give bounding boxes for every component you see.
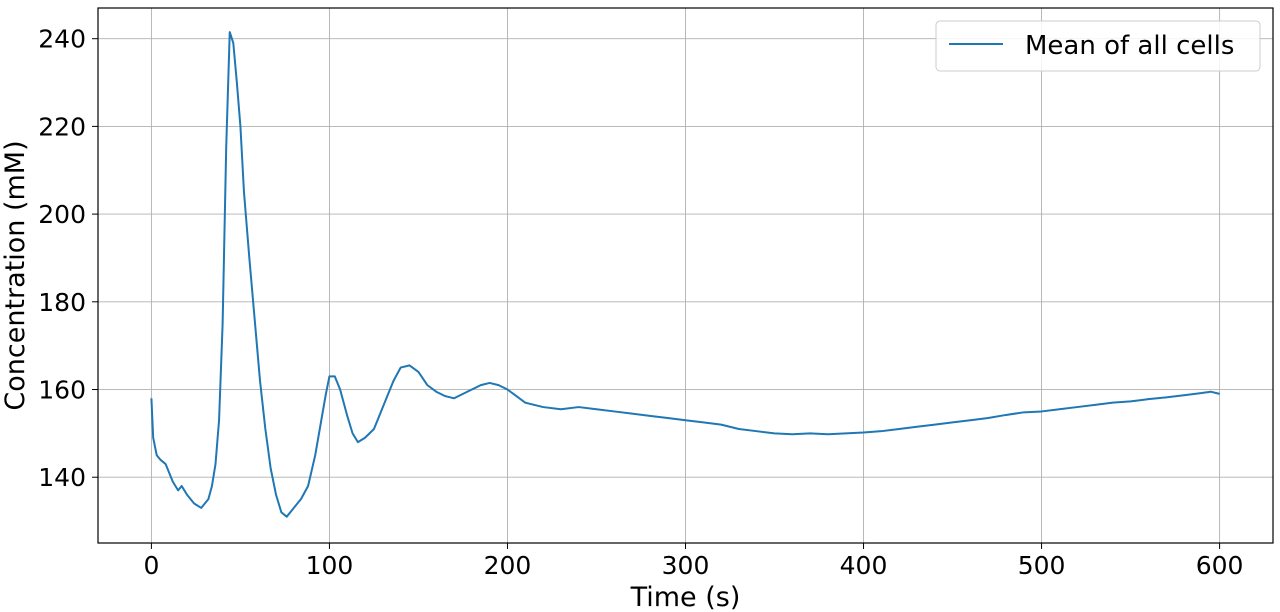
x-ticks: 0 100 200 300 400 500 600	[143, 543, 1243, 580]
x-axis-label: Time (s)	[630, 582, 741, 612]
x-tick-label: 400	[840, 551, 888, 580]
x-tick-label: 0	[143, 551, 159, 580]
legend-label: Mean of all cells	[1025, 31, 1234, 61]
x-tick-label: 100	[306, 551, 354, 580]
y-tick-label: 140	[38, 463, 86, 492]
y-tick-label: 160	[38, 376, 86, 405]
series-layer	[150, 31, 1220, 518]
series-line	[150, 31, 1220, 518]
y-axis-label: Concentration (mM)	[0, 140, 31, 410]
legend-box	[935, 20, 1261, 72]
x-tick-label: 200	[484, 551, 532, 580]
x-tick-label: 500	[1018, 551, 1066, 580]
y-tick-label: 180	[38, 288, 86, 317]
y-ticks: 140 160 180 200 220 240	[38, 25, 98, 492]
y-tick-label: 220	[38, 112, 86, 141]
x-tick-label: 600	[1196, 551, 1244, 580]
y-tick-label: 240	[38, 25, 86, 54]
legend: Mean of all cells	[935, 20, 1261, 72]
x-tick-label: 300	[662, 551, 710, 580]
y-tick-label: 200	[38, 200, 86, 229]
